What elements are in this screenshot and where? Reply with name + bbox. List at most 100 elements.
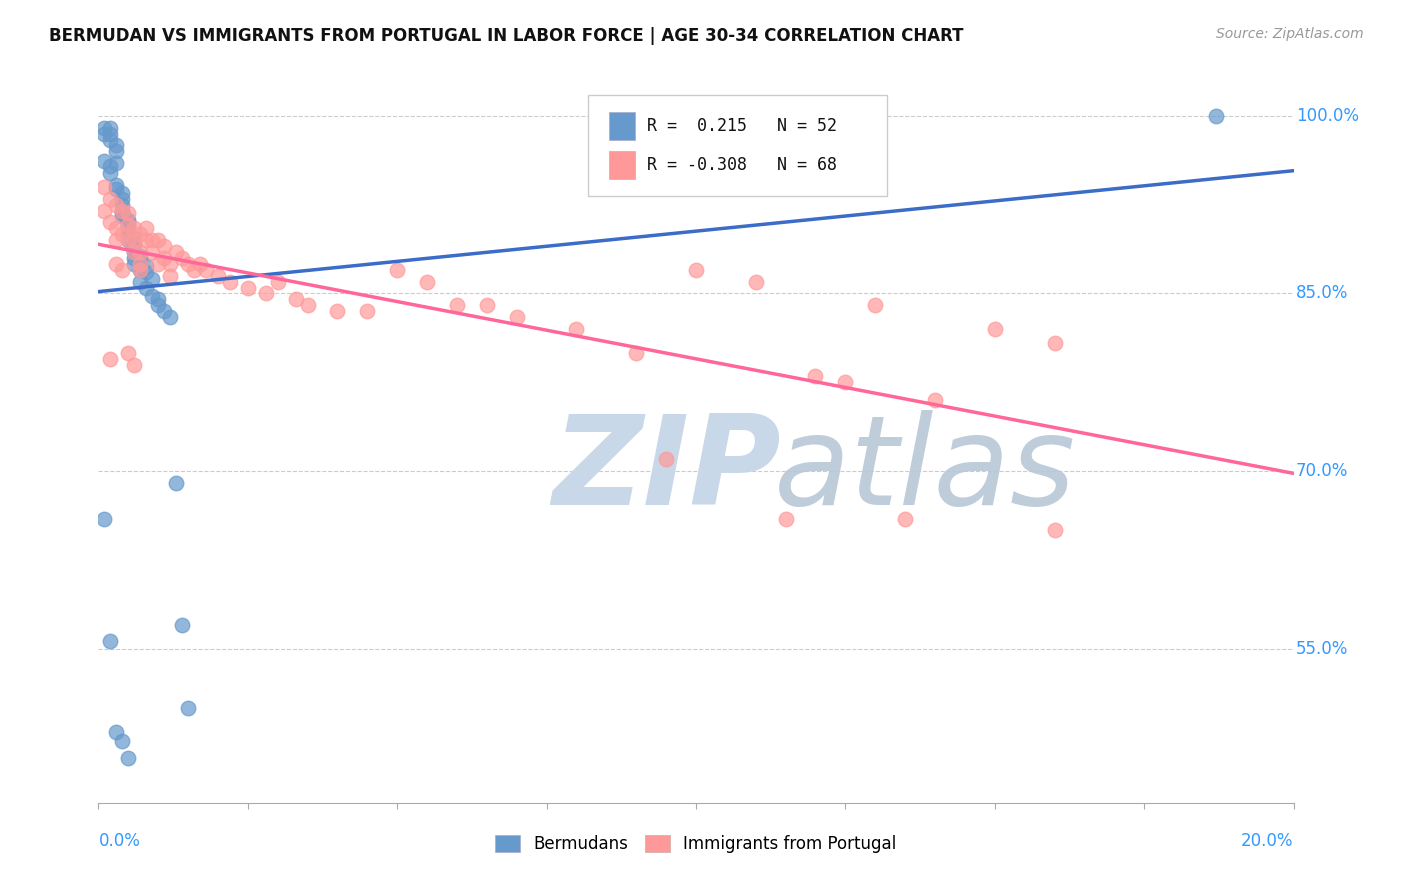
Point bbox=[207, 268, 229, 283]
Point bbox=[141, 289, 163, 303]
FancyBboxPatch shape bbox=[589, 95, 887, 196]
Point bbox=[111, 203, 134, 218]
Text: 55.0%: 55.0% bbox=[1296, 640, 1348, 657]
FancyBboxPatch shape bbox=[609, 151, 636, 178]
Point bbox=[1205, 109, 1227, 123]
Point bbox=[159, 310, 181, 325]
Point bbox=[124, 245, 146, 260]
Point bbox=[93, 180, 115, 194]
Point bbox=[219, 275, 242, 289]
Point bbox=[105, 197, 128, 211]
Point bbox=[98, 127, 122, 141]
Point bbox=[626, 345, 648, 359]
Point bbox=[117, 233, 139, 247]
Point bbox=[111, 206, 134, 220]
Point bbox=[506, 310, 529, 325]
Point bbox=[117, 751, 139, 765]
Text: 70.0%: 70.0% bbox=[1296, 462, 1348, 480]
Point bbox=[98, 633, 122, 648]
Point bbox=[165, 475, 187, 490]
Point bbox=[105, 221, 128, 235]
Point bbox=[172, 618, 194, 632]
Point bbox=[135, 233, 157, 247]
Point bbox=[93, 120, 115, 135]
Point bbox=[165, 245, 187, 260]
Point bbox=[475, 298, 498, 312]
Point bbox=[865, 298, 887, 312]
Point bbox=[129, 245, 152, 260]
Point bbox=[254, 286, 277, 301]
Point bbox=[153, 239, 176, 253]
Point bbox=[1043, 336, 1066, 351]
FancyBboxPatch shape bbox=[609, 112, 636, 139]
Point bbox=[93, 511, 115, 525]
Point bbox=[326, 304, 349, 318]
Point bbox=[267, 275, 290, 289]
Point bbox=[117, 227, 139, 242]
Point bbox=[148, 233, 170, 247]
Point bbox=[159, 268, 181, 283]
Text: atlas: atlas bbox=[773, 410, 1076, 531]
Point bbox=[129, 249, 152, 263]
Point bbox=[93, 203, 115, 218]
Text: 0.0%: 0.0% bbox=[98, 831, 141, 850]
Point bbox=[111, 734, 134, 748]
Text: R =  0.215   N = 52: R = 0.215 N = 52 bbox=[647, 117, 837, 135]
Point bbox=[655, 452, 678, 467]
Point bbox=[894, 511, 917, 525]
Point bbox=[117, 221, 139, 235]
Point bbox=[153, 304, 176, 318]
Point bbox=[98, 159, 122, 173]
Point bbox=[111, 210, 134, 224]
Point bbox=[105, 178, 128, 192]
Point bbox=[177, 701, 200, 715]
Point bbox=[124, 358, 146, 372]
Point bbox=[1043, 524, 1066, 538]
Point bbox=[111, 197, 134, 211]
Point bbox=[117, 218, 139, 232]
Point bbox=[153, 251, 176, 265]
Point bbox=[129, 262, 152, 277]
Point bbox=[105, 233, 128, 247]
Point bbox=[117, 233, 139, 247]
Point bbox=[105, 145, 128, 159]
Point bbox=[446, 298, 468, 312]
Point bbox=[124, 233, 146, 247]
Point bbox=[236, 280, 259, 294]
Point bbox=[183, 262, 205, 277]
Text: ZIP: ZIP bbox=[553, 410, 782, 531]
Point bbox=[98, 351, 122, 366]
Point bbox=[124, 257, 146, 271]
Text: R = -0.308   N = 68: R = -0.308 N = 68 bbox=[647, 156, 837, 174]
Point bbox=[984, 322, 1007, 336]
Point bbox=[111, 203, 134, 218]
Point bbox=[93, 153, 115, 168]
Point bbox=[117, 218, 139, 232]
Point bbox=[111, 186, 134, 200]
Point bbox=[129, 262, 152, 277]
Point bbox=[117, 206, 139, 220]
Point bbox=[172, 251, 194, 265]
Text: 100.0%: 100.0% bbox=[1296, 107, 1360, 125]
Point bbox=[111, 192, 134, 206]
Point bbox=[129, 257, 152, 271]
Legend: Bermudans, Immigrants from Portugal: Bermudans, Immigrants from Portugal bbox=[488, 828, 904, 860]
Point bbox=[117, 345, 139, 359]
Text: 20.0%: 20.0% bbox=[1241, 831, 1294, 850]
Point bbox=[565, 322, 588, 336]
Point bbox=[804, 369, 827, 384]
Point bbox=[775, 511, 797, 525]
Point bbox=[111, 262, 134, 277]
Point bbox=[124, 221, 146, 235]
Point bbox=[98, 215, 122, 229]
Point bbox=[141, 272, 163, 286]
Text: BERMUDAN VS IMMIGRANTS FROM PORTUGAL IN LABOR FORCE | AGE 30-34 CORRELATION CHAR: BERMUDAN VS IMMIGRANTS FROM PORTUGAL IN … bbox=[49, 27, 963, 45]
Point bbox=[195, 262, 218, 277]
Point bbox=[98, 192, 122, 206]
Point bbox=[105, 138, 128, 153]
Point bbox=[356, 304, 378, 318]
Point bbox=[135, 221, 157, 235]
Point bbox=[98, 132, 122, 146]
Point bbox=[124, 251, 146, 265]
Point bbox=[284, 293, 307, 307]
